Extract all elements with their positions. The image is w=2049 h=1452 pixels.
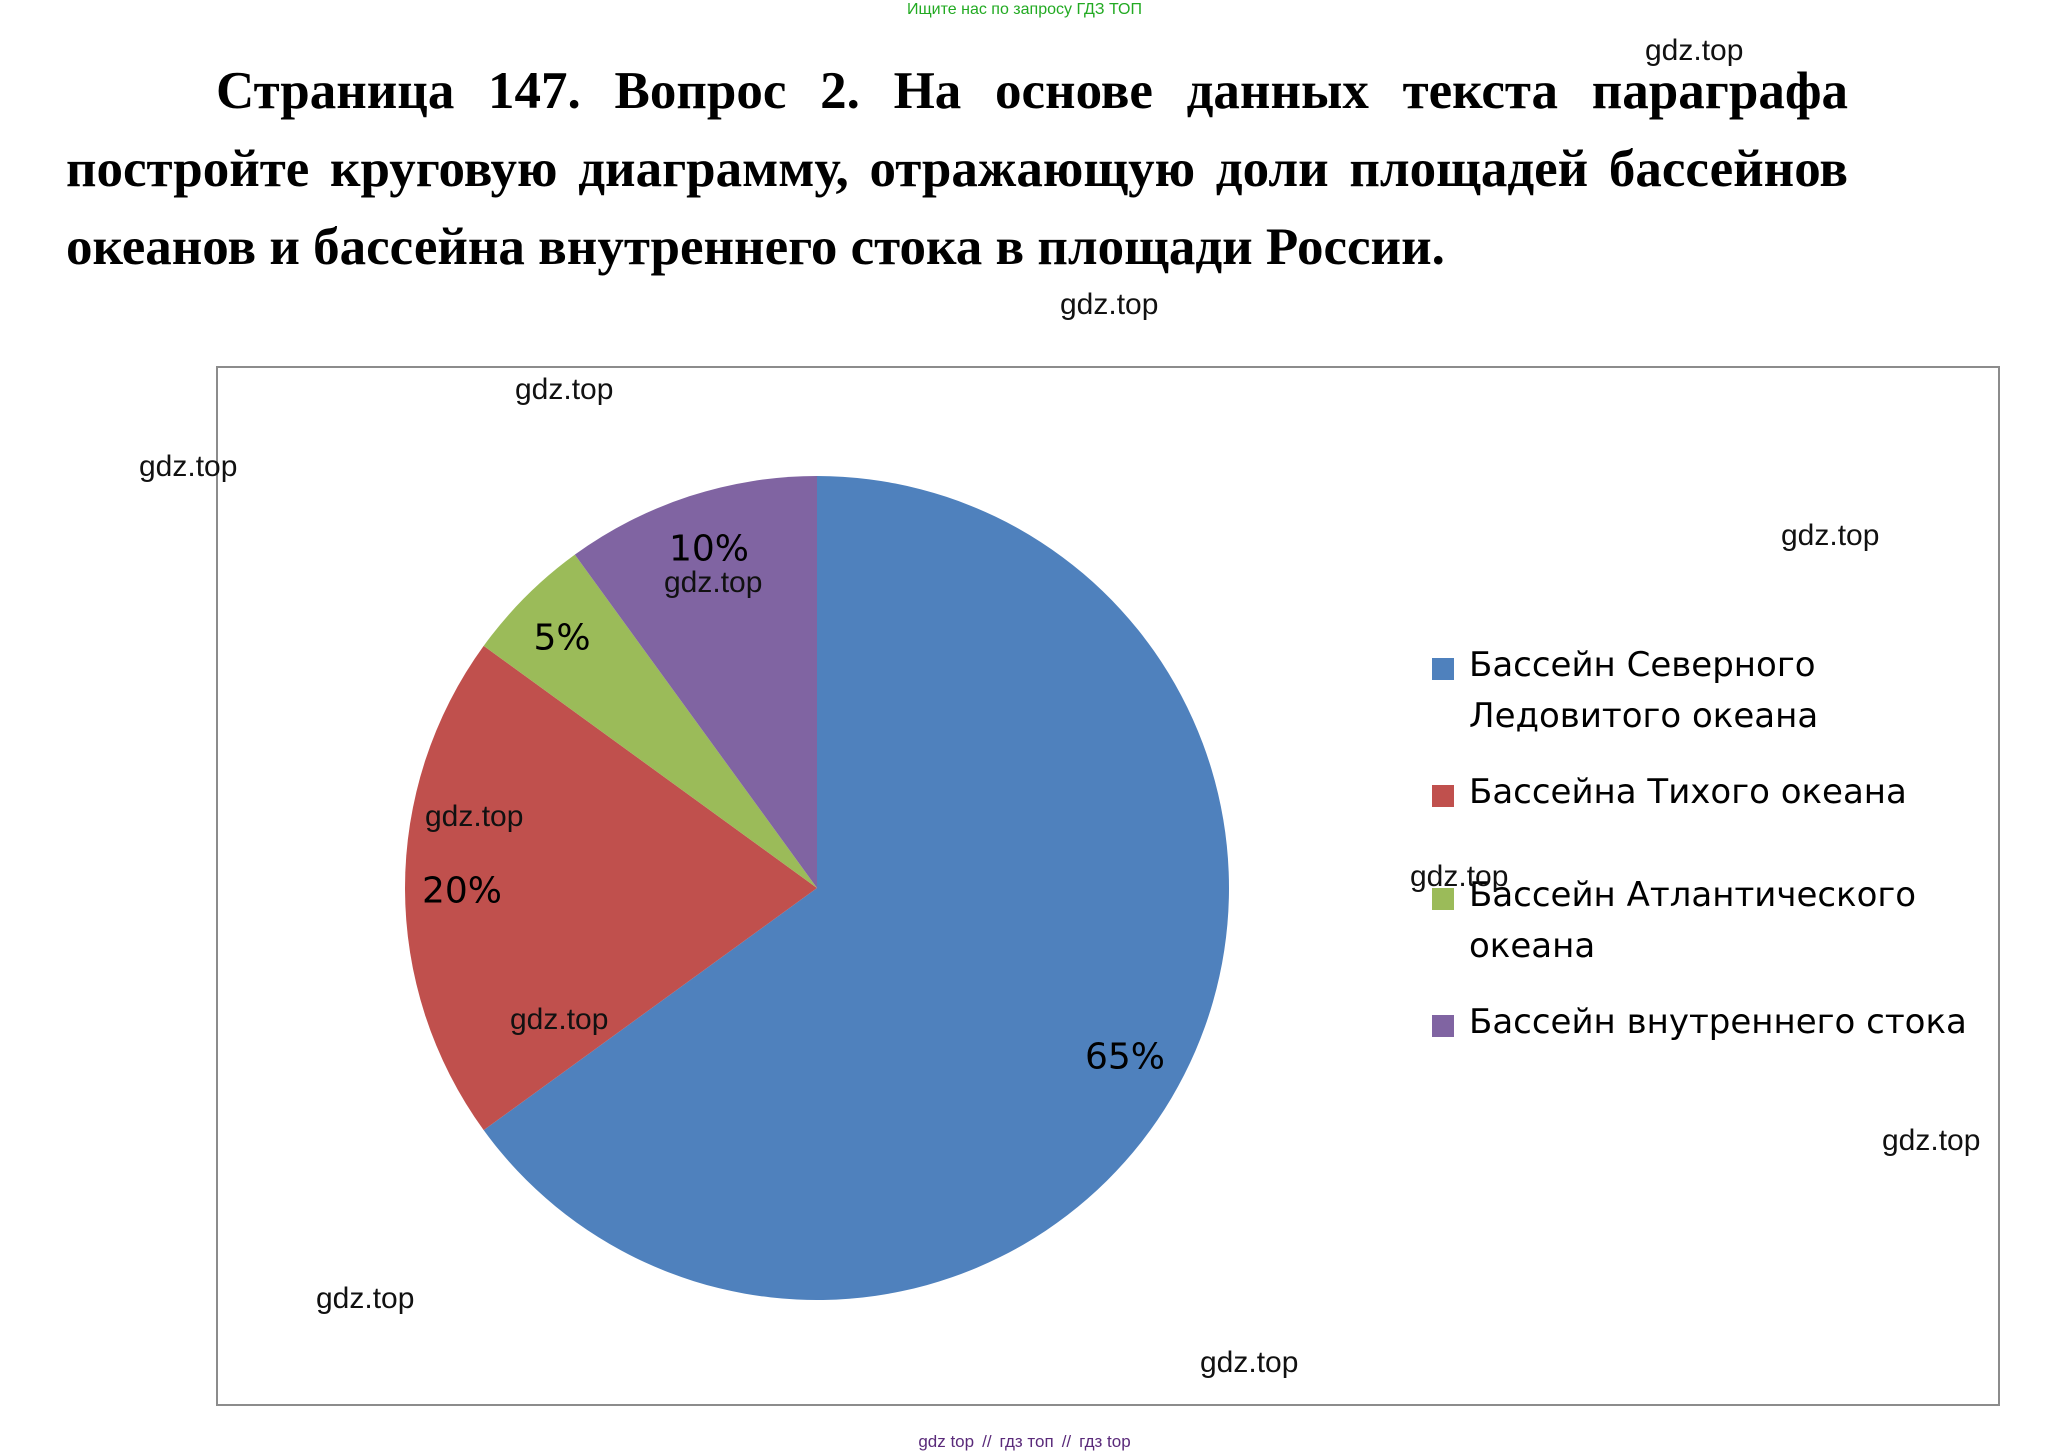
watermark: gdz.top (515, 373, 614, 406)
pie-slice-pacific (405, 645, 817, 1131)
watermark: gdz.top (425, 800, 524, 833)
legend-label-atlantic: Бассейн Атлантического океана (1469, 875, 1917, 966)
legend-swatch-pacific (1432, 785, 1454, 807)
page-title: Страница 147. Вопрос 2. На основе данных… (66, 62, 1848, 276)
watermark: gdz.top (664, 566, 763, 599)
footer-link-3[interactable]: гдз top (1079, 1432, 1131, 1451)
legend-label-internal: Бассейн внутреннего стока (1469, 1002, 1967, 1042)
pie-slice-atlantic (483, 554, 817, 888)
top-banner: Ищите нас по запросу ГДЗ ТОП (907, 1, 1142, 18)
watermark: gdz.top (139, 450, 238, 483)
footer-separator: // (1061, 1432, 1072, 1451)
footer-links: gdz top // гдз топ // гдз top (0, 1432, 2049, 1452)
watermark: gdz.top (510, 1003, 609, 1036)
watermark: gdz.top (1200, 1346, 1299, 1379)
pct-label-pacific: 20% (421, 870, 503, 912)
watermark: gdz.top (1882, 1124, 1981, 1157)
footer-separator: // (982, 1432, 992, 1451)
pie-slice-internal (574, 476, 817, 888)
legend-item-internal: Бассейн внутреннего стока (1432, 997, 1992, 1048)
legend-swatch-atlantic (1432, 888, 1454, 910)
pct-label-internal: 10% (668, 528, 750, 570)
watermark: gdz.top (1060, 288, 1159, 321)
chart-legend: Бассейн Северного Ледовитого океана Басс… (1432, 640, 1992, 1073)
pct-label-arctic: 65% (1084, 1036, 1166, 1078)
watermark: gdz.top (1410, 860, 1509, 893)
footer-link-2[interactable]: гдз топ (999, 1432, 1054, 1451)
legend-swatch-arctic (1432, 658, 1454, 680)
legend-label-arctic: Бассейн Северного Ледовитого океана (1469, 645, 1819, 736)
pie-slice-arctic (483, 476, 1229, 1300)
chart-frame (216, 366, 2000, 1406)
watermark: gdz.top (316, 1282, 415, 1315)
pct-label-atlantic: 5% (533, 617, 591, 659)
legend-item-pacific: Бассейна Тихого океана (1432, 767, 1992, 818)
legend-label-pacific: Бассейна Тихого океана (1469, 772, 1907, 812)
watermark: gdz.top (1781, 519, 1880, 552)
legend-item-arctic: Бассейн Северного Ледовитого океана (1432, 640, 1992, 742)
legend-item-atlantic: Бассейн Атлантического океана (1432, 870, 1992, 972)
watermark: gdz.top (1645, 34, 1744, 67)
legend-swatch-internal (1432, 1015, 1454, 1037)
footer-link-1[interactable]: gdz top (918, 1432, 975, 1451)
